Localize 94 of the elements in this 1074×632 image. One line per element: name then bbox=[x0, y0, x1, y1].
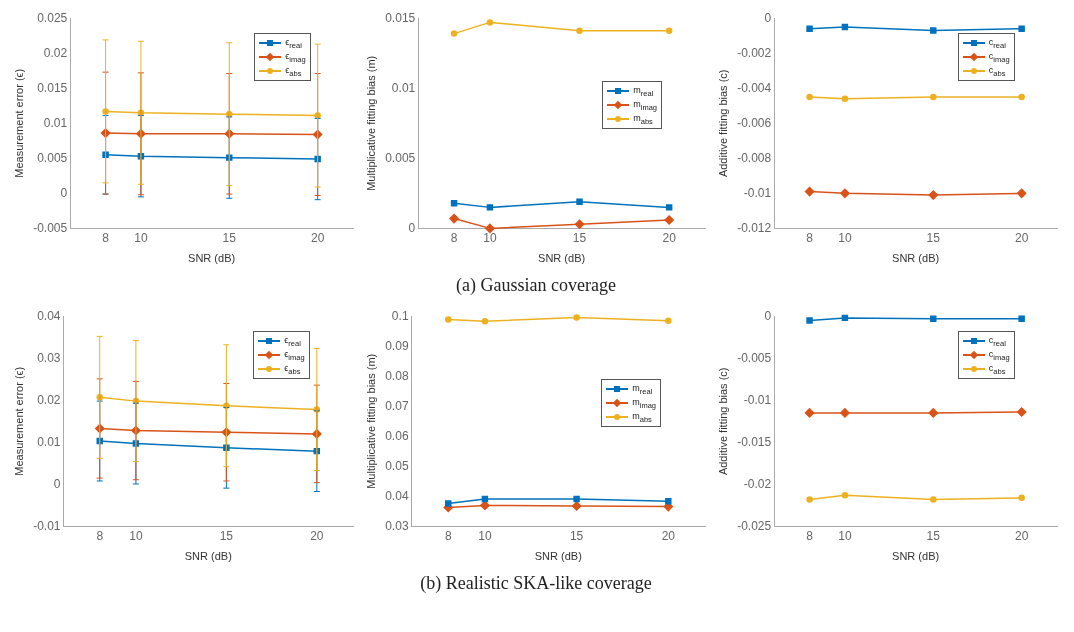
y-axis-title: Multiplicative fitting bias (m) bbox=[364, 353, 377, 489]
y-tick-label: -0.025 bbox=[737, 518, 772, 533]
y-tick-label: 0 bbox=[60, 185, 68, 200]
y-axis-title: Multiplicative fitting bias (m) bbox=[364, 55, 377, 191]
x-tick-label: 10 bbox=[134, 230, 148, 245]
y-tick-label: -0.005 bbox=[737, 350, 772, 365]
y-tick-label: -0.006 bbox=[737, 115, 772, 130]
y-tick-label: -0.012 bbox=[737, 220, 772, 235]
y-tick-label: 0.04 bbox=[385, 488, 409, 503]
y-tick-label: 0.01 bbox=[391, 80, 416, 95]
y-tick-label: -0.02 bbox=[743, 476, 772, 491]
x-tick-label: 10 bbox=[129, 528, 143, 543]
y-tick-label: 0.005 bbox=[37, 150, 68, 165]
y-axis-title: Measurement error (ϵ) bbox=[12, 366, 25, 476]
legend-label: ϵ$_{abs}$ bbox=[285, 64, 302, 78]
x-tick-label: 15 bbox=[219, 528, 234, 543]
y-tick-label: 0.005 bbox=[385, 150, 416, 165]
legend-label: ϵ$_{abs}$ bbox=[284, 362, 301, 376]
y-tick-label: 0.03 bbox=[385, 518, 409, 533]
x-tick-label: 8 bbox=[806, 230, 814, 245]
x-tick-label: 8 bbox=[806, 528, 814, 543]
x-axis-title: SNR (dB) bbox=[534, 550, 582, 563]
legend-label: m$_{real}$ bbox=[632, 382, 653, 396]
y-tick-label: 0.015 bbox=[385, 10, 416, 25]
legend-label: c$_{imag}$ bbox=[988, 348, 1010, 362]
x-tick-label: 15 bbox=[569, 528, 584, 543]
y-tick-label: 0.1 bbox=[391, 308, 409, 323]
x-tick-label: 20 bbox=[662, 230, 677, 245]
y-tick-label: 0.06 bbox=[385, 428, 409, 443]
y-axis-title: Additive fitting bias (c) bbox=[716, 367, 729, 476]
x-tick-label: 15 bbox=[222, 230, 237, 245]
y-axis-title: Additive fitting bias (c) bbox=[716, 69, 729, 178]
x-tick-label: 10 bbox=[478, 528, 492, 543]
x-axis-title: SNR (dB) bbox=[892, 252, 940, 265]
legend-label: m$_{real}$ bbox=[633, 84, 654, 98]
x-tick-label: 20 bbox=[310, 528, 324, 543]
y-tick-label: 0 bbox=[764, 10, 772, 25]
text: (a) Gaussian coverage bbox=[456, 275, 616, 295]
x-axis-title: SNR (dB) bbox=[538, 252, 586, 265]
y-tick-label: -0.015 bbox=[737, 434, 772, 449]
legend-label: m$_{abs}$ bbox=[633, 112, 653, 126]
y-tick-label: -0.01 bbox=[743, 185, 772, 200]
y-tick-label: 0.04 bbox=[37, 308, 61, 323]
y-tick-label: 0.07 bbox=[385, 398, 409, 413]
y-tick-label: -0.004 bbox=[737, 80, 772, 95]
y-tick-label: -0.01 bbox=[743, 392, 772, 407]
y-axis-title: Measurement error (ϵ) bbox=[12, 68, 25, 178]
y-tick-label: 0.015 bbox=[37, 80, 68, 95]
y-tick-label: 0.02 bbox=[37, 392, 61, 407]
y-tick-label: 0 bbox=[764, 308, 772, 323]
x-tick-label: 15 bbox=[572, 230, 587, 245]
legend-label: c$_{abs}$ bbox=[988, 362, 1006, 376]
y-tick-label: -0.01 bbox=[33, 518, 61, 533]
y-tick-label: 0 bbox=[408, 220, 416, 235]
y-tick-label: 0.01 bbox=[43, 115, 68, 130]
legend-label: ϵ$_{real}$ bbox=[285, 36, 302, 50]
x-axis-title: SNR (dB) bbox=[184, 550, 232, 563]
x-tick-label: 8 bbox=[96, 528, 104, 543]
legend-label: m$_{abs}$ bbox=[632, 410, 652, 424]
legend-label: c$_{real}$ bbox=[988, 36, 1006, 50]
y-tick-label: -0.002 bbox=[737, 45, 772, 60]
legend-label: m$_{imag}$ bbox=[633, 98, 657, 112]
y-tick-label: -0.008 bbox=[737, 150, 772, 165]
y-tick-label: 0.025 bbox=[37, 10, 68, 25]
y-tick-label: 0.08 bbox=[385, 368, 409, 383]
x-tick-label: 20 bbox=[661, 528, 676, 543]
y-tick-label: 0.02 bbox=[43, 45, 68, 60]
y-tick-label: -0.005 bbox=[33, 220, 68, 235]
y-tick-label: 0 bbox=[53, 476, 61, 491]
y-tick-label: 0.05 bbox=[385, 458, 409, 473]
legend-label: ϵ$_{imag}$ bbox=[285, 50, 306, 64]
x-tick-label: 10 bbox=[483, 230, 497, 245]
x-tick-label: 15 bbox=[926, 528, 941, 543]
x-tick-label: 20 bbox=[1014, 230, 1029, 245]
text: (b) Realistic SKA-like coverage bbox=[420, 573, 652, 593]
x-tick-label: 8 bbox=[444, 528, 452, 543]
legend-label: m$_{imag}$ bbox=[632, 396, 656, 410]
legend-label: c$_{real}$ bbox=[988, 334, 1006, 348]
x-tick-label: 10 bbox=[838, 528, 852, 543]
x-axis-title: SNR (dB) bbox=[188, 252, 236, 265]
y-tick-label: 0.09 bbox=[385, 338, 409, 353]
legend-label: c$_{imag}$ bbox=[988, 50, 1010, 64]
legend-label: c$_{abs}$ bbox=[988, 64, 1006, 78]
y-tick-label: 0.03 bbox=[37, 350, 61, 365]
legend-label: ϵ$_{imag}$ bbox=[284, 348, 305, 362]
y-tick-label: 0.01 bbox=[37, 434, 61, 449]
x-tick-label: 8 bbox=[450, 230, 458, 245]
x-tick-label: 20 bbox=[310, 230, 325, 245]
legend-label: ϵ$_{real}$ bbox=[284, 334, 301, 348]
x-tick-label: 15 bbox=[926, 230, 941, 245]
x-axis-title: SNR (dB) bbox=[892, 550, 940, 563]
x-tick-label: 20 bbox=[1014, 528, 1029, 543]
x-tick-label: 10 bbox=[838, 230, 852, 245]
x-tick-label: 8 bbox=[102, 230, 110, 245]
